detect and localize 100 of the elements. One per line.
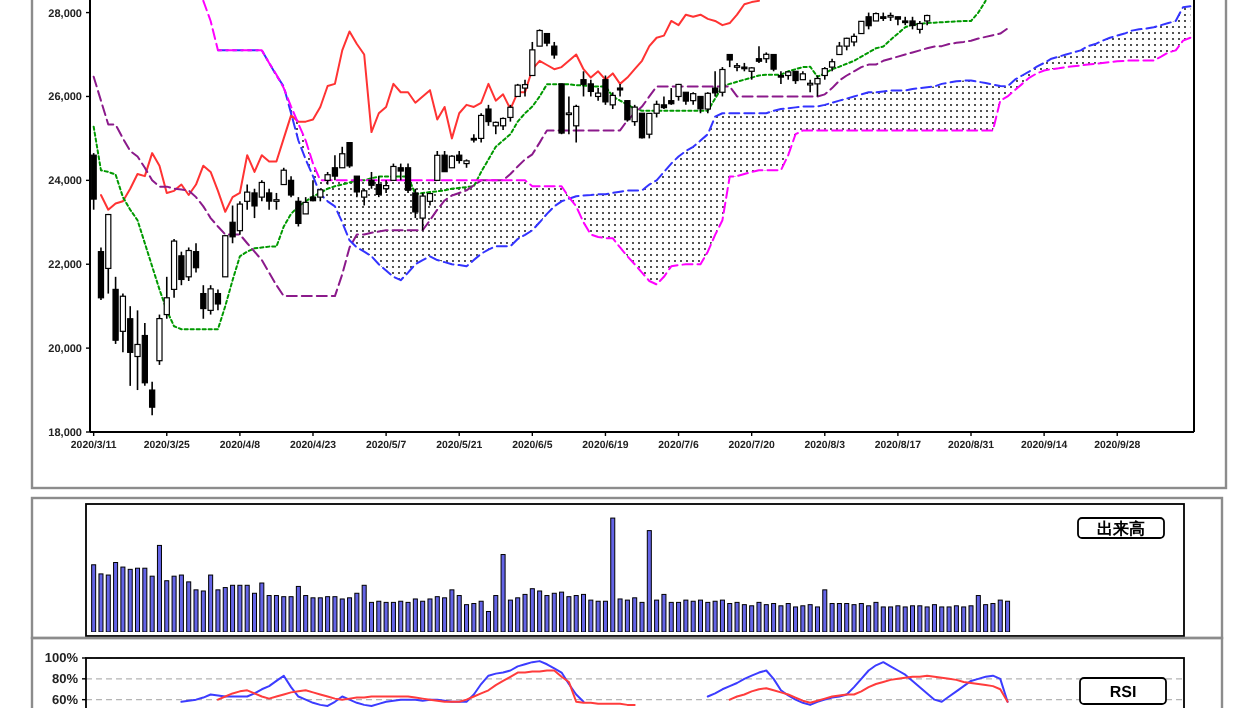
bar [610, 517, 616, 632]
bar [917, 605, 923, 632]
bar [398, 600, 404, 632]
candlestick [441, 150, 448, 173]
bar [588, 599, 594, 632]
line-series [92, 27, 1009, 298]
bar [405, 601, 411, 632]
bar [551, 592, 557, 632]
candlestick [251, 187, 258, 219]
bar [193, 589, 199, 632]
bar [222, 587, 228, 632]
candlestick [660, 95, 668, 110]
bar [208, 574, 214, 632]
candlestick [624, 99, 631, 123]
candlestick [434, 150, 441, 182]
bar [317, 597, 323, 632]
bar [763, 604, 769, 632]
bar [1005, 600, 1011, 632]
bar [953, 605, 959, 632]
bar [727, 603, 733, 632]
bar [888, 606, 894, 632]
bar [661, 593, 667, 632]
candlestick [602, 74, 609, 106]
candlestick [419, 192, 426, 232]
bar [500, 554, 506, 632]
bar [537, 590, 543, 632]
bar [573, 595, 579, 632]
candlestick [477, 112, 485, 144]
candlestick [287, 175, 295, 198]
chart-title: 出来高 [1097, 518, 1145, 538]
candlestick [265, 187, 273, 211]
candlestick [295, 196, 302, 228]
bar [281, 596, 287, 632]
bar [990, 603, 996, 632]
bar [559, 591, 565, 632]
bar [785, 603, 791, 632]
bar [866, 605, 872, 632]
bar [237, 584, 243, 632]
bar [793, 606, 799, 632]
bar [595, 600, 601, 632]
bar [376, 600, 382, 632]
bar [91, 564, 97, 632]
bar [244, 584, 250, 632]
bar [127, 568, 133, 632]
bar [961, 606, 967, 632]
bar [741, 604, 747, 632]
bar [844, 603, 850, 632]
bar [910, 605, 916, 632]
bar [456, 595, 462, 632]
bar [471, 603, 477, 632]
bar [771, 603, 777, 632]
bar [273, 595, 279, 632]
bar [449, 589, 455, 632]
bar [858, 603, 864, 632]
bar [697, 599, 703, 632]
bar [822, 589, 828, 632]
bar [924, 606, 930, 632]
text: RSI [1109, 683, 1137, 701]
bar [880, 606, 886, 632]
candlestick [353, 175, 361, 198]
candlestick [638, 112, 646, 140]
bar [873, 601, 879, 632]
bar [339, 598, 345, 632]
candlestick [807, 78, 814, 94]
bar [347, 597, 353, 632]
bar [997, 599, 1003, 632]
bar [354, 592, 360, 632]
bar [522, 593, 528, 632]
bar [778, 605, 784, 632]
bar [800, 605, 806, 632]
bar [975, 595, 981, 632]
bar [712, 600, 718, 632]
bar [946, 606, 952, 632]
bar [683, 599, 689, 632]
candlestick [580, 70, 587, 98]
candlestick [814, 74, 821, 98]
bar [719, 599, 725, 632]
bar [676, 601, 682, 632]
candlestick [573, 104, 580, 144]
line-series [99, 0, 760, 213]
bar [135, 567, 141, 632]
bar [749, 605, 755, 632]
bar [230, 584, 236, 632]
bar [646, 530, 652, 632]
bar [361, 584, 367, 632]
bar [902, 606, 908, 632]
candlestick [258, 179, 265, 203]
bar [390, 601, 396, 632]
bar [156, 544, 162, 632]
bar [178, 574, 184, 632]
bar [668, 601, 674, 632]
bar [186, 581, 192, 632]
bar [259, 582, 265, 632]
bar [581, 593, 587, 632]
bar [412, 598, 418, 632]
bar [427, 598, 433, 632]
bar [383, 601, 389, 632]
candlestick [192, 242, 200, 274]
bar [515, 597, 521, 632]
bar [434, 596, 440, 632]
